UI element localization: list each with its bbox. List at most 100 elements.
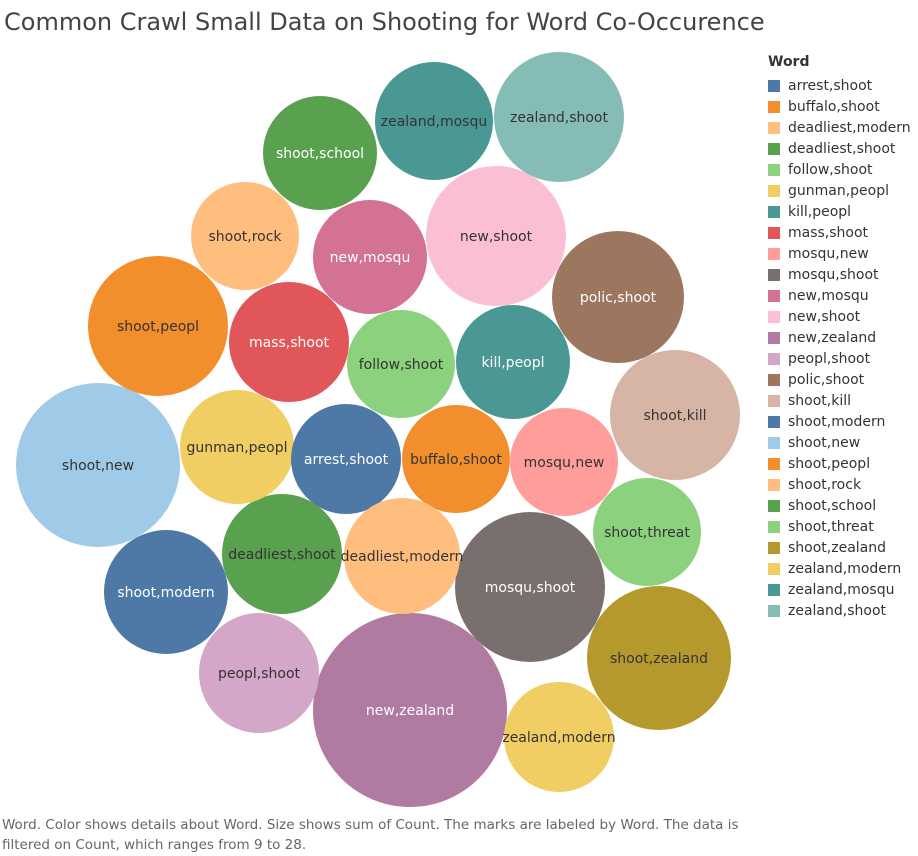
legend-label: polic,shoot <box>788 371 865 388</box>
legend-item[interactable]: new,shoot <box>768 306 911 327</box>
legend-item[interactable]: zealand,modern <box>768 558 911 579</box>
bubble[interactable]: new,shoot <box>426 166 566 306</box>
bubble-label: mass,shoot <box>249 335 330 351</box>
bubble[interactable]: mosqu,shoot <box>455 512 605 662</box>
bubble[interactable]: mosqu,new <box>510 408 618 516</box>
bubble[interactable]: mass,shoot <box>229 282 349 402</box>
legend-swatch <box>768 205 780 218</box>
legend-item[interactable]: zealand,shoot <box>768 600 911 621</box>
bubble-label: deadliest,shoot <box>228 547 336 563</box>
legend-item[interactable]: shoot,new <box>768 432 911 453</box>
bubble[interactable]: kill,peopl <box>456 305 570 419</box>
legend-item[interactable]: shoot,rock <box>768 474 911 495</box>
bubble[interactable]: gunman,peopl <box>180 390 294 504</box>
legend-swatch <box>768 100 780 113</box>
bubble-circle[interactable] <box>344 498 460 614</box>
bubble-circle[interactable] <box>199 613 319 733</box>
legend-label: new,shoot <box>788 308 861 325</box>
bubble[interactable]: new,mosqu <box>313 200 427 314</box>
bubble-circle[interactable] <box>313 200 427 314</box>
legend-item[interactable]: shoot,school <box>768 495 911 516</box>
legend-item[interactable]: new,mosqu <box>768 285 911 306</box>
legend-item[interactable]: deadliest,modern <box>768 117 911 138</box>
bubble[interactable]: shoot,modern <box>104 530 228 654</box>
legend-item[interactable]: mosqu,new <box>768 243 911 264</box>
bubble-circle[interactable] <box>263 96 377 210</box>
legend-item[interactable]: mosqu,shoot <box>768 264 911 285</box>
legend-item[interactable]: kill,peopl <box>768 201 911 222</box>
legend-item[interactable]: shoot,zealand <box>768 537 911 558</box>
bubble[interactable]: polic,shoot <box>552 231 684 363</box>
bubble-circle[interactable] <box>610 350 740 480</box>
bubble[interactable]: arrest,shoot <box>291 404 401 514</box>
bubble-circle[interactable] <box>510 408 618 516</box>
legend-item[interactable]: polic,shoot <box>768 369 911 390</box>
legend-item[interactable]: arrest,shoot <box>768 75 911 96</box>
legend-label: new,zealand <box>788 329 877 346</box>
bubble-circle[interactable] <box>313 613 507 807</box>
bubble-circle[interactable] <box>222 494 342 614</box>
bubble[interactable]: zealand,mosqu <box>375 62 493 180</box>
bubble-circle[interactable] <box>104 530 228 654</box>
bubble-circle[interactable] <box>456 305 570 419</box>
bubble-circle[interactable] <box>291 404 401 514</box>
bubble-circle[interactable] <box>347 310 455 418</box>
bubble[interactable]: shoot,school <box>263 96 377 210</box>
bubble[interactable]: shoot,rock <box>191 182 299 290</box>
bubble-circle[interactable] <box>587 586 731 730</box>
bubble-circle[interactable] <box>504 682 614 792</box>
legend-label: deadliest,shoot <box>788 140 896 157</box>
bubble[interactable]: follow,shoot <box>347 310 455 418</box>
bubble-circle[interactable] <box>402 405 510 513</box>
bubble[interactable]: new,zealand <box>313 613 507 807</box>
legend-item[interactable]: shoot,modern <box>768 411 911 432</box>
bubble[interactable]: deadliest,modern <box>341 498 464 614</box>
bubble[interactable]: peopl,shoot <box>199 613 319 733</box>
legend-item[interactable]: buffalo,shoot <box>768 96 911 117</box>
bubble-label: shoot,peopl <box>117 319 199 335</box>
legend-item[interactable]: follow,shoot <box>768 159 911 180</box>
bubble[interactable]: zealand,shoot <box>494 52 624 182</box>
bubble-label: new,shoot <box>460 229 533 245</box>
bubble-circle[interactable] <box>552 231 684 363</box>
bubble[interactable]: shoot,kill <box>610 350 740 480</box>
bubble-label: shoot,modern <box>117 585 214 601</box>
bubble-circle[interactable] <box>494 52 624 182</box>
legend-swatch <box>768 331 780 344</box>
legend-swatch <box>768 541 780 554</box>
bubble-circle[interactable] <box>593 478 701 586</box>
bubble-circle[interactable] <box>88 256 228 396</box>
legend-item[interactable]: deadliest,shoot <box>768 138 911 159</box>
legend-item[interactable]: zealand,mosqu <box>768 579 911 600</box>
bubble[interactable]: zealand,modern <box>502 682 616 792</box>
legend-label: shoot,new <box>788 434 861 451</box>
bubble-label: polic,shoot <box>580 290 657 306</box>
legend-item[interactable]: shoot,kill <box>768 390 911 411</box>
legend-item[interactable]: new,zealand <box>768 327 911 348</box>
bubble-circle[interactable] <box>375 62 493 180</box>
bubble-circle[interactable] <box>180 390 294 504</box>
legend-item[interactable]: shoot,threat <box>768 516 911 537</box>
bubble-circle[interactable] <box>229 282 349 402</box>
bubble-label: shoot,kill <box>643 408 706 424</box>
bubble[interactable]: shoot,threat <box>593 478 701 586</box>
bubble-label: zealand,mosqu <box>381 114 487 130</box>
bubble[interactable]: deadliest,shoot <box>222 494 342 614</box>
bubble[interactable]: shoot,zealand <box>587 586 731 730</box>
bubble-circle[interactable] <box>455 512 605 662</box>
bubble[interactable]: shoot,new <box>16 383 180 547</box>
bubble-label: shoot,zealand <box>610 651 708 667</box>
legend-item[interactable]: gunman,peopl <box>768 180 911 201</box>
bubble-label: arrest,shoot <box>304 452 389 468</box>
bubble-circle[interactable] <box>426 166 566 306</box>
legend-swatch <box>768 478 780 491</box>
bubble[interactable]: buffalo,shoot <box>402 405 510 513</box>
legend-swatch <box>768 520 780 533</box>
bubble-circle[interactable] <box>16 383 180 547</box>
legend-item[interactable]: peopl,shoot <box>768 348 911 369</box>
bubble[interactable]: shoot,peopl <box>88 256 228 396</box>
legend-item[interactable]: shoot,peopl <box>768 453 911 474</box>
bubble-label: shoot,school <box>276 146 364 162</box>
legend-item[interactable]: mass,shoot <box>768 222 911 243</box>
bubble-circle[interactable] <box>191 182 299 290</box>
